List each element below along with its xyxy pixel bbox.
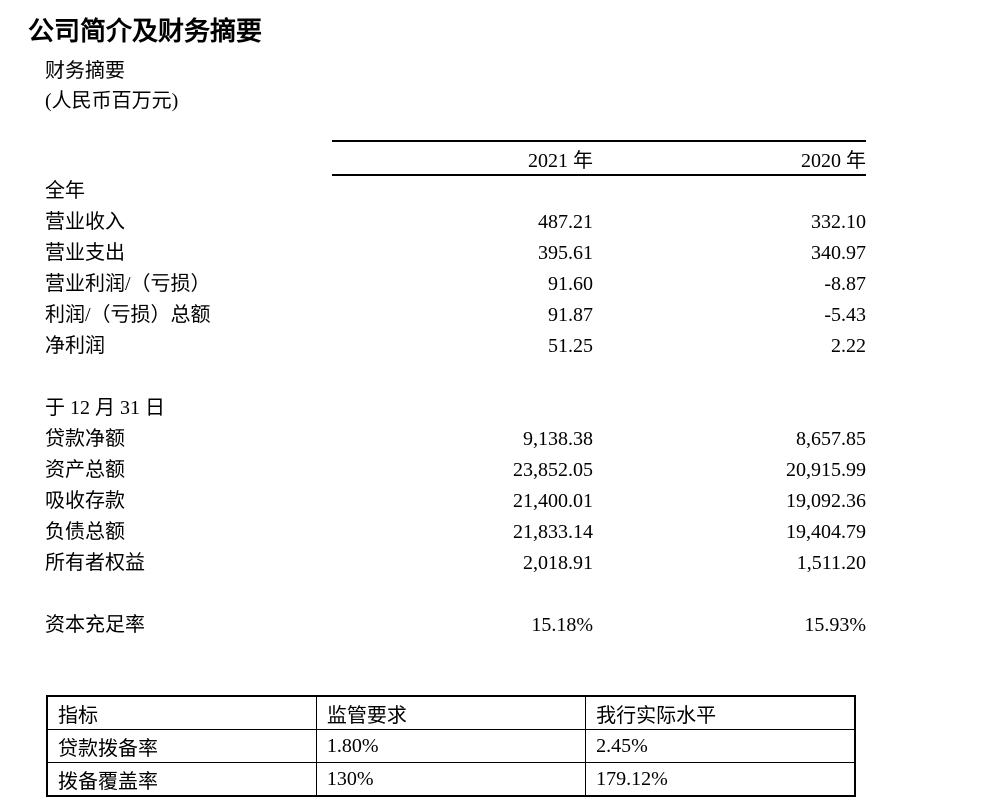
- cell-indicator: 贷款拨备率: [46, 729, 317, 763]
- table-row: 营业支出 395.61 340.97: [45, 238, 866, 269]
- regulatory-ratio-table: 指标 监管要求 我行实际水平 贷款拨备率 1.80% 2.45% 拨备覆盖率 1…: [46, 695, 856, 797]
- table-row: 负债总额 21,833.14 19,404.79: [45, 517, 866, 548]
- cell-actual: 2.45%: [585, 729, 856, 763]
- year-header-row: 2021 年 2020 年: [332, 140, 866, 176]
- value-2021: 2,018.91: [523, 552, 593, 574]
- cell-requirement: 130%: [315, 762, 587, 797]
- value-2020: -5.43: [824, 304, 866, 326]
- value-2021: 9,138.38: [523, 428, 593, 450]
- value-2020: 20,915.99: [786, 459, 866, 481]
- header-requirement: 监管要求: [315, 695, 587, 730]
- cell-requirement: 1.80%: [315, 729, 587, 763]
- value-2020: 1,511.20: [796, 552, 866, 574]
- currency-unit-note: (人民币百万元): [45, 90, 179, 112]
- table-row: 拨备覆盖率 130% 179.12%: [46, 762, 856, 797]
- table-row: 营业利润/（亏损） 91.60 -8.87: [45, 269, 866, 300]
- row-label: 贷款净额: [45, 428, 125, 450]
- section-heading: 于 12 月 31 日: [45, 397, 165, 419]
- value-2020: 15.93%: [804, 614, 866, 636]
- table-row: 所有者权益 2,018.91 1,511.20: [45, 548, 866, 579]
- column-header-2021: 2021 年: [528, 149, 593, 172]
- table-row: 资本充足率 15.18% 15.93%: [45, 610, 866, 641]
- value-2020: 8,657.85: [796, 428, 866, 450]
- row-label: 营业利润/（亏损）: [45, 273, 211, 295]
- cell-actual: 179.12%: [585, 762, 856, 797]
- table-row: 贷款净额 9,138.38 8,657.85: [45, 424, 866, 455]
- financial-summary-table: 2021 年 2020 年 全年 营业收入 487.21 332.10 营业支出…: [45, 140, 866, 641]
- table-row: 资产总额 23,852.05 20,915.99: [45, 455, 866, 486]
- table-row: 吸收存款 21,400.01 19,092.36: [45, 486, 866, 517]
- row-label: 所有者权益: [45, 552, 145, 574]
- row-label: 营业支出: [45, 242, 125, 264]
- value-2021: 51.25: [548, 335, 593, 357]
- header-indicator: 指标: [46, 695, 317, 730]
- value-2021: 395.61: [538, 242, 593, 264]
- section-heading-row: 全年: [45, 176, 866, 207]
- value-2021: 15.18%: [531, 614, 593, 636]
- row-label: 吸收存款: [45, 490, 125, 512]
- value-2020: 19,092.36: [786, 490, 866, 512]
- value-2020: 2.22: [831, 335, 866, 357]
- section-heading-row: 于 12 月 31 日: [45, 393, 866, 424]
- value-2020: 332.10: [811, 211, 866, 233]
- value-2021: 21,400.01: [513, 490, 593, 512]
- row-label: 净利润: [45, 335, 105, 357]
- row-label: 资产总额: [45, 459, 125, 481]
- value-2020: 19,404.79: [786, 521, 866, 543]
- row-label: 利润/（亏损）总额: [45, 304, 211, 326]
- table-row: 利润/（亏损）总额 91.87 -5.43: [45, 300, 866, 331]
- row-label: 资本充足率: [45, 614, 145, 636]
- column-header-2020: 2020 年: [801, 149, 866, 172]
- row-label: 负债总额: [45, 521, 125, 543]
- value-2021: 23,852.05: [513, 459, 593, 481]
- cell-indicator: 拨备覆盖率: [46, 762, 317, 797]
- value-2020: -8.87: [824, 273, 866, 295]
- value-2021: 21,833.14: [513, 521, 593, 543]
- section-subtitle: 财务摘要: [45, 60, 125, 82]
- value-2021: 91.60: [548, 273, 593, 295]
- row-label: 营业收入: [45, 211, 125, 233]
- value-2021: 91.87: [548, 304, 593, 326]
- header-actual: 我行实际水平: [585, 695, 856, 730]
- section-heading: 全年: [45, 180, 85, 202]
- table-row: 贷款拨备率 1.80% 2.45%: [46, 729, 856, 763]
- table-row: 净利润 51.25 2.22: [45, 331, 866, 362]
- table-header-row: 指标 监管要求 我行实际水平: [46, 695, 856, 730]
- page-title: 公司简介及财务摘要: [28, 17, 263, 46]
- value-2021: 487.21: [538, 211, 593, 233]
- value-2020: 340.97: [811, 242, 866, 264]
- table-row: 营业收入 487.21 332.10: [45, 207, 866, 238]
